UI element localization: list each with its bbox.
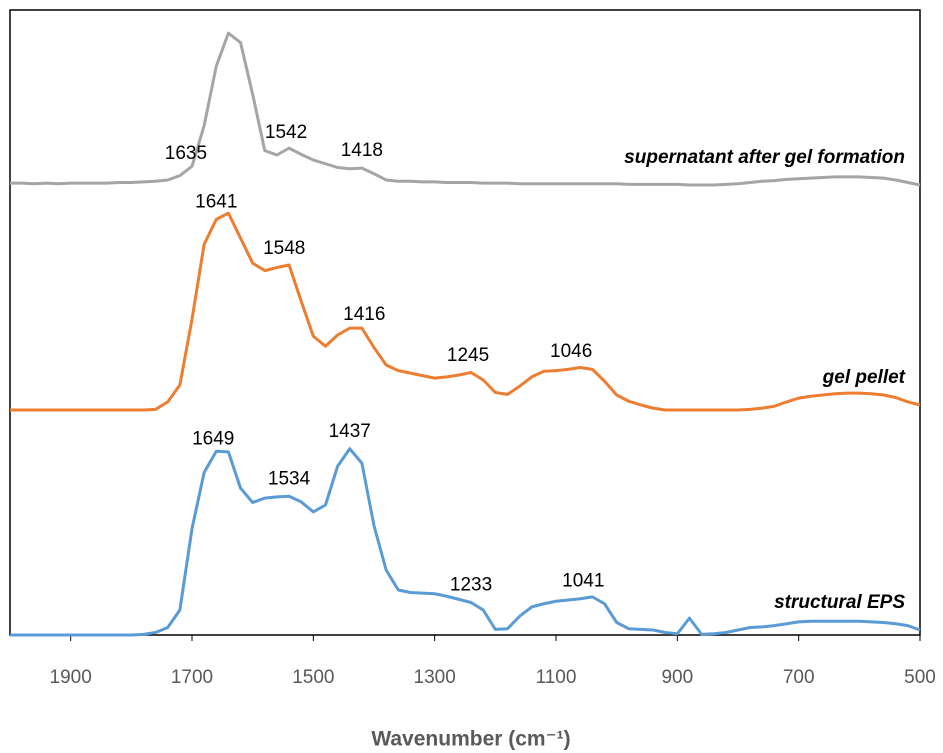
peak-label: 1542 xyxy=(265,122,307,143)
x-tick-label: 1900 xyxy=(50,667,92,688)
x-tick-label: 1500 xyxy=(292,667,334,688)
x-tick-label: 700 xyxy=(783,667,815,688)
peak-label: 1641 xyxy=(195,191,237,212)
peak-label: 1041 xyxy=(562,570,604,591)
x-tick-label: 500 xyxy=(904,667,936,688)
x-tick-label: 900 xyxy=(661,667,693,688)
x-axis-title: Wavenumber (cm⁻¹) xyxy=(371,728,570,751)
peak-label: 1245 xyxy=(447,345,489,366)
peak-label: 1635 xyxy=(165,143,207,164)
x-tick-label: 1700 xyxy=(171,667,213,688)
x-tick-label: 1300 xyxy=(414,667,456,688)
peak-label: 1418 xyxy=(341,140,383,161)
peak-label: 1548 xyxy=(263,238,305,259)
series-label: supernatant after gel formation xyxy=(624,147,905,168)
peak-label: 1046 xyxy=(550,341,592,362)
plot-frame xyxy=(9,9,921,636)
spectrum-line xyxy=(10,447,921,637)
spectrum-line xyxy=(10,211,921,412)
peak-label: 1534 xyxy=(268,468,311,489)
peak-label: 1649 xyxy=(192,429,234,450)
peak-label: 1233 xyxy=(450,575,492,596)
series-label: structural EPS xyxy=(774,592,905,613)
series-label: gel pellet xyxy=(822,367,906,388)
peak-label: 1437 xyxy=(329,421,371,442)
spectrum-line xyxy=(10,31,921,187)
peak-label: 1416 xyxy=(343,304,385,325)
x-tick-label: 1100 xyxy=(536,667,577,688)
